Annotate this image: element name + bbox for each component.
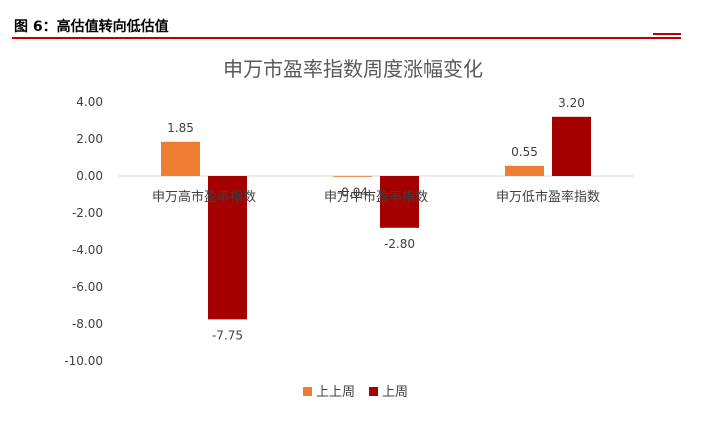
legend-label: 上周 bbox=[382, 385, 408, 400]
y-tick-label: -4.00 bbox=[72, 243, 103, 257]
y-tick-label: -8.00 bbox=[72, 317, 103, 331]
data-label: -2.80 bbox=[384, 237, 415, 251]
legend-label: 上上周 bbox=[316, 385, 355, 400]
category-label: 申万中市盈率指数 bbox=[324, 189, 428, 205]
bar-prev-week bbox=[333, 176, 372, 177]
bar-last-week bbox=[380, 176, 419, 228]
y-axis: 4.00 2.00 0.00 -2.00 -4.00 -6.00 -8.00 -10.00 bbox=[64, 95, 103, 368]
y-tick-label: 4.00 bbox=[76, 95, 103, 109]
data-label: 3.20 bbox=[558, 96, 585, 110]
y-tick-label: -2.00 bbox=[72, 206, 103, 220]
y-tick-label: -6.00 bbox=[72, 280, 103, 294]
category-label: 申万高市盈率指数 bbox=[152, 189, 256, 205]
caption-rule-accent bbox=[653, 33, 681, 35]
bar-prev-week bbox=[161, 141, 200, 176]
data-label: -0.04 bbox=[337, 186, 368, 200]
figure-caption: 图 6：高估值转向低估值 bbox=[14, 19, 169, 35]
data-label: 0.55 bbox=[511, 145, 538, 159]
legend-swatch bbox=[369, 387, 378, 396]
bar-last-week bbox=[552, 116, 591, 176]
data-label: 1.85 bbox=[167, 121, 194, 135]
y-tick-label: 0.00 bbox=[76, 169, 103, 183]
y-tick-label: -10.00 bbox=[64, 354, 103, 368]
legend: 上上周 上周 bbox=[303, 385, 408, 400]
chart-title: 申万市盈率指数周度涨幅变化 bbox=[223, 57, 483, 81]
y-tick-label: 2.00 bbox=[76, 132, 103, 146]
category-labels: 申万高市盈率指数 申万中市盈率指数 申万低市盈率指数 bbox=[152, 189, 600, 205]
bar-prev-week bbox=[505, 165, 544, 176]
legend-swatch bbox=[303, 387, 312, 396]
bars: 1.85 -0.04 0.55 -7.75 -2.80 3.20 bbox=[118, 96, 634, 342]
category-label: 申万低市盈率指数 bbox=[496, 189, 600, 205]
data-label: -7.75 bbox=[212, 328, 243, 342]
caption-rule bbox=[12, 37, 681, 39]
bar-last-week bbox=[208, 176, 247, 320]
